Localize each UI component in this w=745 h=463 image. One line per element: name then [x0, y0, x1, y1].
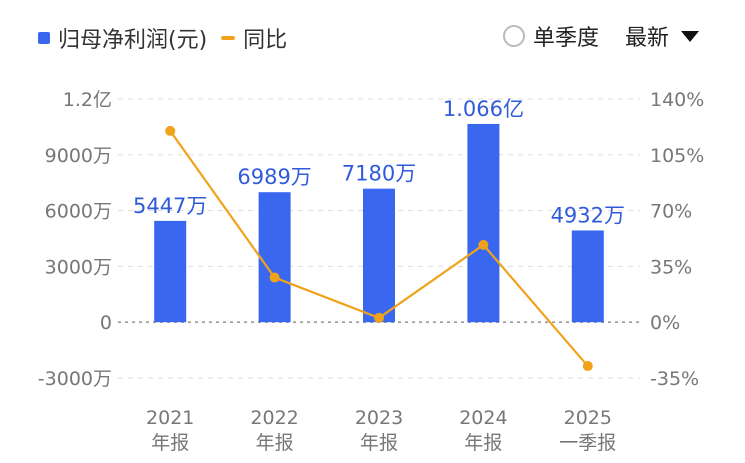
- legend-item-net-profit[interactable]: 归母净利润(元): [38, 22, 207, 54]
- x-tick-label: 2024: [459, 407, 507, 429]
- line-swatch-icon: [221, 36, 236, 40]
- right-tick-label: 35%: [650, 256, 692, 278]
- bar-value-label: 7180万: [342, 162, 416, 186]
- x-tick-label: 2025: [564, 407, 612, 429]
- left-tick-label: 9000万: [45, 145, 112, 167]
- x-axis: 2021 年报 2022 年报 2023 年报 2024 年报 2025 一季报: [146, 407, 616, 454]
- x-tick-label: 2021: [146, 407, 194, 429]
- left-tick-label: 1.2亿: [63, 89, 112, 111]
- sort-dropdown[interactable]: 最新: [625, 20, 699, 52]
- sort-label: 最新: [624, 26, 669, 51]
- x-tick-sublabel: 年报: [256, 432, 294, 454]
- x-tick-sublabel: 年报: [464, 432, 502, 454]
- legend-label-net-profit: 归母净利润(元): [58, 28, 208, 53]
- line-series: [165, 125, 593, 372]
- left-tick-label: 3000万: [45, 256, 112, 278]
- bar-value-label: 6989万: [237, 165, 311, 189]
- yoy-point: [374, 312, 384, 323]
- legend-item-yoy[interactable]: 同比: [221, 22, 287, 54]
- profit-bar: [258, 192, 291, 323]
- right-tick-label: 105%: [650, 145, 704, 167]
- left-tick-label: 0: [100, 312, 112, 334]
- chart-header: 归母净利润(元) 同比 单季度 最新: [0, 0, 745, 70]
- left-tick-label: 6000万: [45, 201, 112, 223]
- x-tick-sublabel: 年报: [151, 432, 189, 454]
- profit-bar: [571, 230, 604, 323]
- radio-icon[interactable]: [502, 25, 525, 47]
- bar-value-label: 5447万: [133, 194, 207, 218]
- left-axis: -3000万 0 3000万 6000万 9000万 1.2亿: [38, 89, 112, 390]
- left-tick-label: -3000万: [38, 368, 112, 390]
- x-tick-sublabel: 一季报: [559, 432, 616, 454]
- bar-value-label: 1.066亿: [443, 97, 524, 121]
- yoy-point: [269, 272, 280, 283]
- profit-bar: [154, 220, 187, 323]
- legend-label-yoy: 同比: [243, 28, 288, 53]
- single-quarter-label: 单季度: [532, 26, 599, 51]
- x-tick-label: 2022: [250, 407, 298, 429]
- right-axis: -35% 0% 35% 70% 105% 140%: [650, 89, 704, 390]
- right-tick-label: -35%: [650, 368, 699, 390]
- x-tick-label: 2023: [355, 407, 403, 429]
- yoy-point: [582, 361, 593, 372]
- profit-bar: [467, 123, 500, 323]
- bar-data-labels: 5447万 6989万 7180万 1.066亿 4932万: [133, 97, 625, 228]
- right-tick-label: 70%: [650, 201, 692, 223]
- right-tick-label: 140%: [650, 89, 704, 111]
- yoy-point: [165, 125, 176, 136]
- profit-bar: [363, 188, 395, 323]
- bar-swatch-icon: [38, 32, 50, 44]
- caret-down-icon: [681, 30, 699, 42]
- x-tick-sublabel: 年报: [360, 432, 398, 454]
- chart-legend: 归母净利润(元) 同比: [38, 22, 287, 54]
- single-quarter-toggle[interactable]: 单季度: [502, 20, 599, 52]
- bar-value-label: 4932万: [551, 203, 625, 227]
- bar-series: [154, 123, 604, 323]
- chart-controls: 单季度 最新: [502, 20, 699, 52]
- yoy-point: [478, 239, 489, 250]
- right-tick-label: 0%: [650, 312, 680, 334]
